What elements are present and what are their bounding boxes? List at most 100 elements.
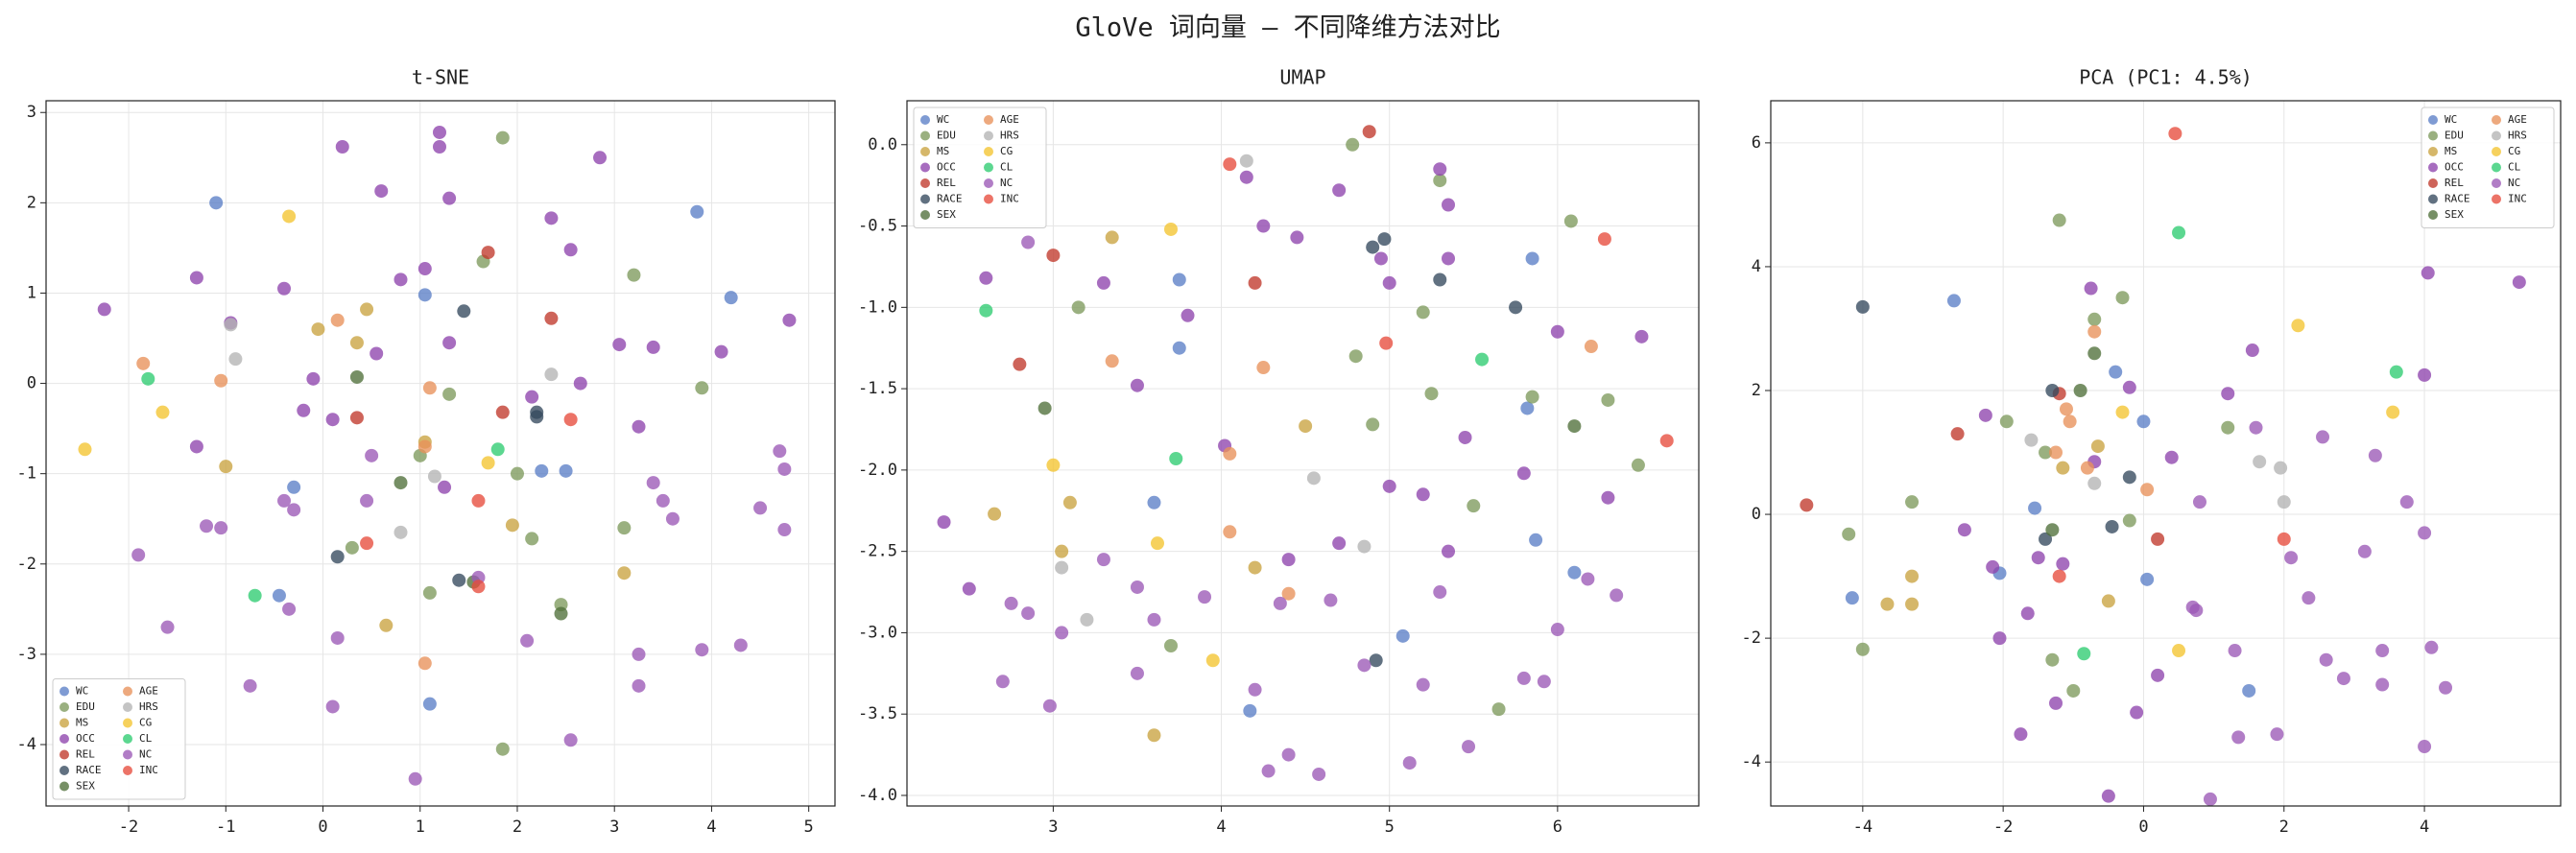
subplot: PCA (PC1: 4.5%) -4 -2 0 2 4 -4 -2 0 2 4 6 WC EDU MS OCC… [1742,66,2562,837]
point [1610,588,1624,603]
plot-frame [906,100,1700,807]
point [2084,281,2098,296]
point [481,246,495,260]
point [2277,532,2291,546]
point [2221,420,2235,435]
point [2192,495,2206,509]
point [1046,249,1061,263]
point [1164,638,1178,652]
legend-label: CL [2508,161,2521,174]
point [1567,565,1582,580]
point [753,501,768,515]
legend: WC EDU MS OCC REL RACE SEX AGE HRS CG CL NC INC [52,678,186,800]
point [2056,557,2070,571]
point [2101,789,2115,803]
point [1281,553,1296,567]
point [714,344,728,359]
point [612,338,627,352]
point [593,151,608,165]
x-tick-label: 2 [2279,817,2289,837]
point [2242,683,2256,698]
point [1172,272,1186,287]
point [1516,671,1531,685]
point [495,405,510,419]
point [349,411,364,425]
point [1855,299,1870,314]
point [1357,658,1371,673]
point [510,466,524,481]
point [1105,230,1119,245]
point [1055,560,1069,575]
point [2512,275,2526,290]
y-tick-label: 4 [1752,257,1761,276]
y-tick-label: -1.5 [858,379,897,398]
point [1550,324,1564,339]
point [160,620,175,634]
point [1243,703,1257,718]
point [1306,471,1321,486]
point [2052,213,2066,227]
legend: WC EDU MS OCC REL RACE SEX AGE HRS CG CL NC INC [913,107,1047,228]
point [1332,183,1347,198]
point [1416,487,1430,502]
point [1433,585,1447,600]
point [777,523,792,537]
point [394,272,408,287]
point [2172,644,2186,658]
point [559,463,573,478]
point [1433,174,1447,188]
point [1416,305,1430,320]
point [1584,340,1598,354]
point [1946,294,1961,308]
legend-marker [984,162,993,173]
point [1105,354,1119,368]
legend-label: EDU [937,130,956,142]
x-tick-label: 1 [416,817,425,837]
point [1992,631,2007,646]
point [224,318,238,332]
legend-marker [2492,162,2501,173]
point [1402,756,1417,770]
point [379,618,394,632]
point [277,281,292,296]
y-tick-label: -2.0 [858,461,897,480]
point [2122,380,2136,394]
point [78,442,92,457]
point [1458,430,1472,444]
legend-marker [2492,178,2501,188]
legend-marker [123,766,132,775]
point [1978,408,1992,422]
point [1071,300,1085,315]
y-tick-label: -1.0 [858,297,897,317]
point [2087,312,2102,326]
y-tick-label: -3.5 [858,704,897,723]
legend-label: INC [139,764,158,776]
legend-label: NC [2508,177,2520,189]
point [2368,448,2382,462]
point [2439,680,2453,695]
point [617,566,632,581]
point [1950,427,1965,441]
point [2336,672,2350,686]
point [2386,405,2400,419]
point [417,439,432,454]
legend-label: CG [2508,145,2520,157]
x-tick-label: -4 [1853,817,1872,837]
point [2357,544,2372,558]
legend-label: OCC [937,161,956,174]
point [1205,653,1220,668]
point [1281,586,1296,601]
point [695,643,709,657]
point [1281,747,1296,762]
legend-marker [60,749,69,760]
point [394,525,408,539]
point [1986,559,2000,574]
legend-marker [2428,178,2438,188]
point [2140,572,2155,586]
point [345,540,359,555]
point [1147,612,1161,627]
point [505,518,519,533]
legend-box [52,678,186,800]
x-tick-label: 5 [804,817,814,837]
point [1424,387,1439,401]
